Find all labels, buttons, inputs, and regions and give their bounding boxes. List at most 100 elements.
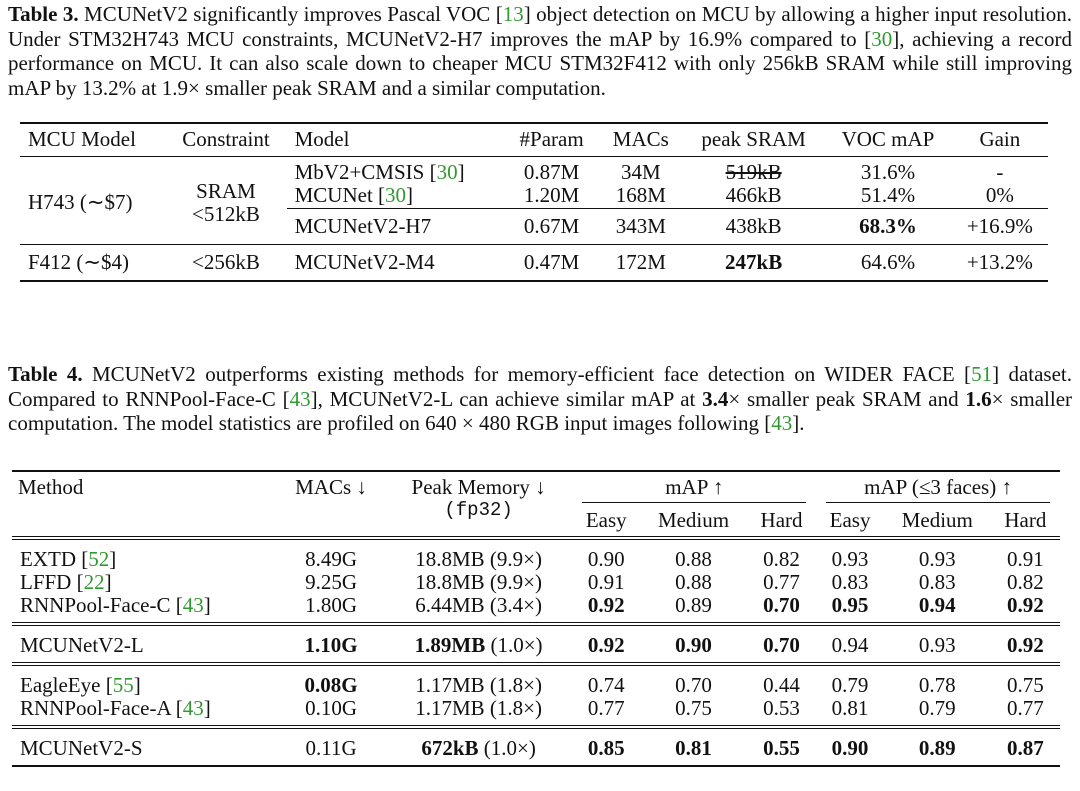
table-cell: 438kB [683,208,825,245]
header-group-label: mAP (≤3 faces) ↑ [826,476,1050,503]
text-segment: (1.0×) [485,633,543,657]
table-cell: 0.90 [675,633,712,657]
table-cell: 0.83 [831,570,869,594]
table-cell: - [996,160,1004,184]
table-cell: 0.89 [918,736,956,760]
header-cell: Gain [951,123,1048,157]
table-cell: +13.2% [951,244,1048,281]
table-cell: 0.08G [304,673,358,697]
table-cell: 172M [598,244,684,281]
table-cell: 0.92 [1006,593,1044,617]
header-cell: Medium [657,508,730,532]
table-cell: 0.89 [675,593,712,617]
table-row: RNNPool-Face-C [43] 1.80G 6.44MB (3.4×) 0.9… [12,594,1060,624]
table-cell: 1.10G [304,633,358,657]
text-segment: RNNPool-Face-C [ [20,593,183,617]
header-cell: #Param [504,123,599,157]
table-cell: 1.80G [305,593,358,617]
text-segment: × smaller peak SRAM and [728,386,966,411]
table-cell: 0.91 [1006,547,1044,571]
table-cell: 0.95 [831,593,869,617]
text-segment: ] [457,160,465,184]
table-cell: 1.89MB (1.0×) [385,624,573,664]
table-cell: RNNPool-Face-A [43] [12,697,277,727]
table-cell: 0.82 [1006,570,1044,594]
table-cell: 0.88 [675,570,712,594]
table-cell: 0.79 [918,696,956,720]
table-cell: RNNPool-Face-C [43] [12,594,277,624]
header-cell: Easy [585,508,627,532]
text-segment: ] [406,183,414,207]
table-row: RNNPool-Face-A [43] 0.10G 1.17MB (1.8×) 0.7… [12,697,1060,727]
table-cell: 0% [985,183,1014,207]
text-segment: RNNPool-Face-A [ [20,696,183,720]
table-cell: 0.91 [587,570,625,594]
text-segment: ] [109,547,117,571]
text-segment: <512kB [192,201,260,226]
text-segment: 13 [502,2,524,26]
table-cell: 0.82 [763,547,800,571]
mcu-model-cell: H743 (∼$7) [28,190,133,214]
table-cell: 0.70 [763,633,800,657]
table-cell: 18.8MB (9.9×) [415,547,542,571]
text-segment: ], achieving a record performance on MCU… [8,26,1072,100]
text-segment: ] [203,696,211,720]
table-cell: EagleEye [55] [12,664,277,697]
table-cell: 0.74 [587,673,625,697]
text-segment: 55 [112,673,134,697]
text-segment: MCUNetV2 outperforms existing methods fo… [82,362,972,386]
header-cell: Hard [1004,508,1047,532]
table-cell: 247kB [683,244,825,281]
table3-caption: Table 3. MCUNetV2 significantly improves… [8,2,1072,100]
mcu-model-cell: F412 (∼$4) [20,244,166,281]
text-segment: Peak Memory ↓ [411,475,546,499]
table-cell: MbV2+CMSIS [30] [287,157,505,185]
table-cell: 0.53 [763,696,800,720]
table-cell: 672kB (1.0×) [385,727,573,766]
table-cell: 0.88 [675,547,712,571]
table-row: EXTD [52] 8.49G 18.8MB (9.9×) 0.90 0.88 0.82 0… [12,538,1060,571]
text-segment: 22 [83,570,105,594]
table-cell: 519kB [725,160,782,184]
table-cell: MCUNetV2-L [20,633,144,657]
table-cell: 1.17MB (1.8×) [415,696,542,720]
table-row: MCUNetV2-S 0.11G 672kB (1.0×) 0.85 0.81 0.55 0… [12,727,1060,766]
header-cell: MACs ↓ [295,475,367,499]
table-cell: EXTD [52] [12,538,277,571]
header-row: Method MACs ↓ Peak Memory ↓ (fp32) mAP ↑ mAP … [12,471,1060,521]
text-segment: ] dataset. Compared to RNNPool-Face-C [ [8,362,1073,411]
header-row: MCU Model Constraint Model #Param MACs peak S… [20,123,1048,157]
table-cell: 0.87M [523,160,580,184]
text-segment: 43 [289,386,311,411]
table-cell: 0.44 [763,673,800,697]
table-cell: 0.11G [305,736,357,760]
row-group: EXTD [52] 8.49G 18.8MB (9.9×) 0.90 0.88 0.82 0… [12,538,1060,624]
header-row: Easy Medium Hard Easy Medium Hard [12,507,1060,538]
table-cell: LFFD [22] [12,571,277,594]
text-segment: EXTD [ [20,547,89,571]
text-segment: Table 4. [8,362,83,386]
text-segment: 3.4 [702,386,729,411]
table-row: EagleEye [55] 0.08G 1.17MB (1.8×) 0.74 0.70 0… [12,664,1060,697]
table-cell: 0.77 [1006,696,1044,720]
table-row: H743 (∼$7) SRAM <512kB MbV2+CMSIS [30] 0.87M… [20,157,1048,226]
table-cell: 34M [620,160,661,184]
constraint-cell: <256kB [165,244,287,281]
table-cell: 1.20M [523,183,580,207]
table4-caption: Table 4. MCUNetV2 outperforms existing m… [8,362,1072,436]
table-cell: 0.67M [504,208,599,245]
header-group-cell: mAP ↑ [572,471,816,507]
table-cell: 0.70 [763,593,800,617]
header-cell: Peak Memory ↓ (fp32) [385,471,573,538]
table-cell: 9.25G [305,570,358,594]
table-cell: 8.49G [305,547,358,571]
table-cell: 0.75 [675,696,712,720]
row-group: EagleEye [55] 0.08G 1.17MB (1.8×) 0.74 0.70 0… [12,664,1060,727]
table-row: F412 (∼$4) <256kB MCUNetV2-M4 0.47M 172M 247k… [20,244,1048,281]
table-cell: 0.81 [675,736,712,760]
table-cell: 343M [598,208,684,245]
text-segment: 43 [182,696,204,720]
header-cell: Model [286,123,505,157]
text-segment: 1.6 [965,386,992,411]
table-cell: 0.94 [918,593,956,617]
